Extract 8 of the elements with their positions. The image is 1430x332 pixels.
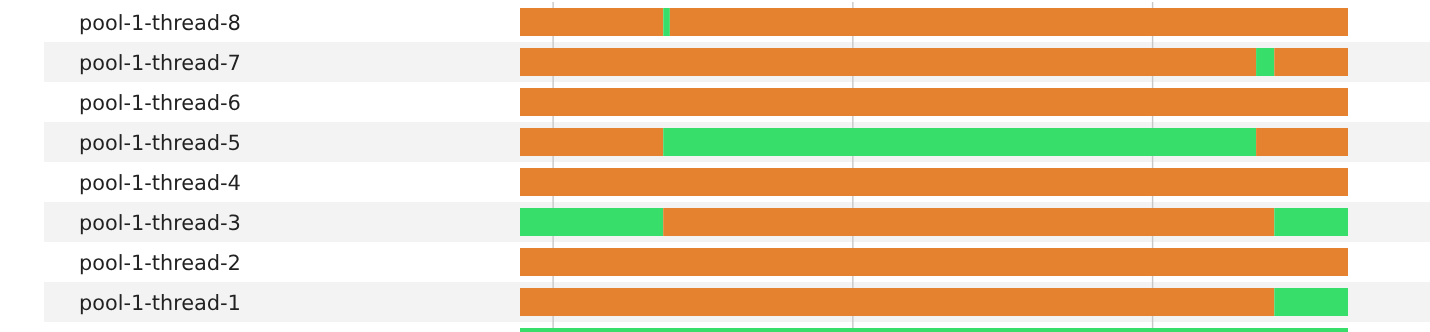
y-tick-label: pool-1-thread-1 [80,294,239,315]
y-tick-label: pool-1-thread-3 [80,214,240,235]
y-tick-label: pool-1-thread-7 [80,54,240,75]
y-tick-label: pool-1-thread-4 [80,174,240,195]
y-tick-label: pool-1-thread-2 [80,254,239,275]
y-tick-label: pool-1-thread-5 [80,134,240,155]
y-tick-label: pool-1-thread-8 [80,14,240,35]
y-tick-label: pool-1-thread-6 [80,94,240,115]
